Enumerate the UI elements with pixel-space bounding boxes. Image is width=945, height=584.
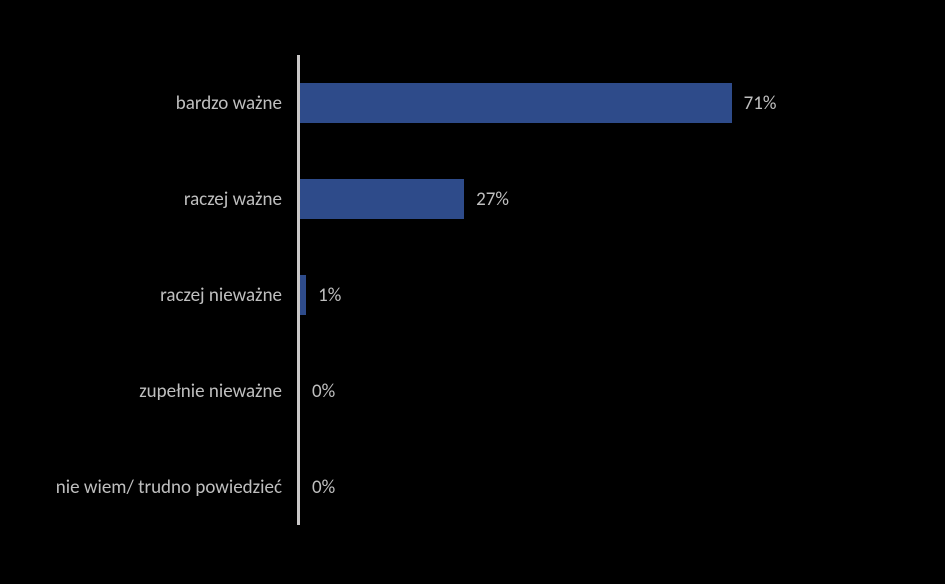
- bar-row: zupełnie nieważne 0%: [0, 343, 945, 439]
- bar-row: nie wiem/ trudno powiedzieć 0%: [0, 439, 945, 535]
- category-label: bardzo ważne: [176, 92, 282, 115]
- plot-area: bardzo ważne 71% raczej ważne 27% raczej…: [0, 55, 945, 525]
- bar-row: raczej ważne 27%: [0, 151, 945, 247]
- category-label: zupełnie nieważne: [139, 380, 282, 403]
- bar: [300, 179, 464, 219]
- bar-row: bardzo ważne 71%: [0, 55, 945, 151]
- chart-canvas: bardzo ważne 71% raczej ważne 27% raczej…: [0, 0, 945, 584]
- category-label: raczej nieważne: [160, 284, 282, 307]
- bar-row: raczej nieważne 1%: [0, 247, 945, 343]
- value-label: 0%: [312, 380, 335, 403]
- category-label: nie wiem/ trudno powiedzieć: [56, 476, 282, 499]
- value-label: 0%: [312, 476, 335, 499]
- bar: [300, 83, 732, 123]
- value-label: 1%: [318, 284, 341, 307]
- value-label: 71%: [744, 92, 777, 115]
- category-label: raczej ważne: [184, 188, 282, 211]
- bar: [300, 275, 306, 315]
- value-label: 27%: [476, 188, 509, 211]
